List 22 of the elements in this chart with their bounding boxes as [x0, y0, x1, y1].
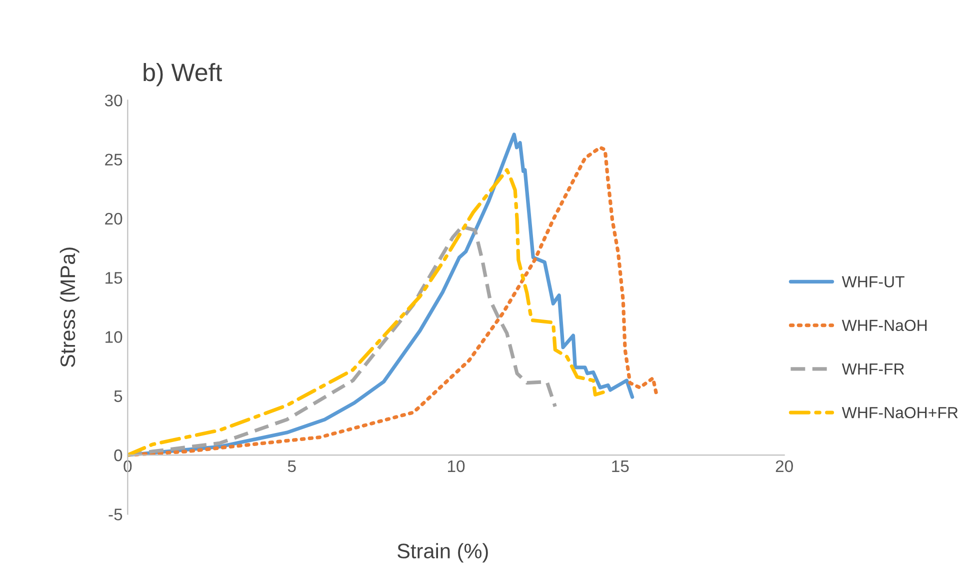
legend-label: WHF-UT	[842, 276, 904, 288]
legend-label: WHF-NaOH	[842, 320, 927, 332]
x-tick-label: 5	[288, 460, 296, 472]
y-tick-label: 15	[106, 272, 122, 284]
x-tick-label: 15	[612, 460, 629, 472]
y-tick-label: 0	[114, 449, 122, 462]
y-tick-label: -5	[108, 508, 122, 520]
legend-label: WHF-NaOH+FR	[842, 406, 958, 418]
y-tick-label: 5	[114, 390, 122, 402]
x-axis-title: Strain (%)	[398, 543, 488, 563]
line-series	[128, 168, 605, 457]
y-tick-label: 10	[106, 331, 122, 343]
y-tick-label: 25	[105, 154, 122, 166]
y-tick-label: 30	[104, 94, 122, 106]
x-tick-label: 10	[448, 460, 465, 472]
y-axis-title: Stress (MPa)	[60, 248, 80, 367]
x-tick-label: 0	[124, 460, 132, 472]
chart-title: b) Weft	[144, 62, 222, 86]
y-tick-label: 20	[105, 212, 122, 225]
x-tick-label: 20	[776, 460, 793, 472]
legend-label: WHF-FR	[842, 364, 904, 375]
line-series	[128, 224, 557, 457]
